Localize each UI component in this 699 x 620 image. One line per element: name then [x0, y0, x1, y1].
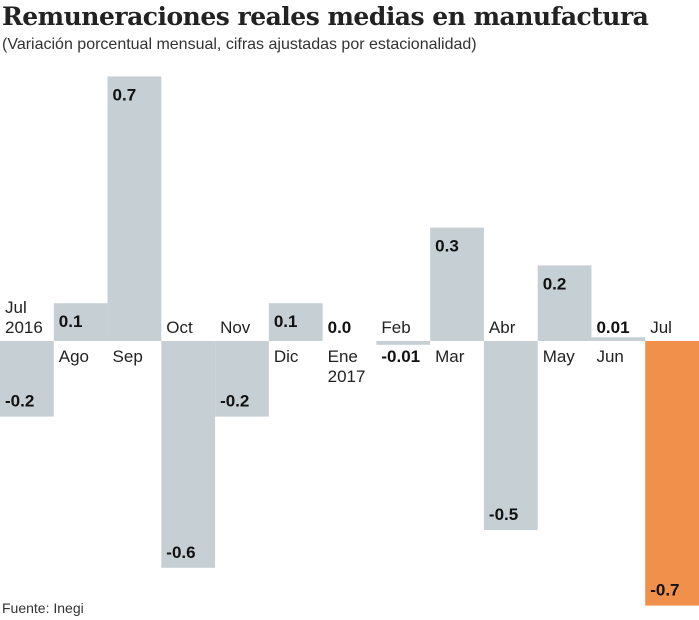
bar-9	[483, 341, 538, 530]
x-tick-label-9: Abr	[489, 318, 516, 337]
x-tick-label-2: Sep	[113, 347, 143, 366]
x-tick-label-6: Ene	[328, 347, 358, 366]
bar-12	[645, 341, 699, 606]
x-tick-label-0: Jul	[5, 298, 27, 317]
bar-2	[107, 76, 162, 342]
bar-1	[53, 303, 108, 341]
x-tick-label-10: May	[543, 347, 576, 366]
x-tick-label-12: Jul	[650, 318, 672, 337]
data-label-10: 0.2	[543, 274, 567, 293]
chart-subtitle: (Variación porcentual mensual, cifras aj…	[2, 36, 477, 53]
data-label-4: -0.2	[220, 392, 249, 411]
x-tick-label-0: 2016	[5, 318, 43, 337]
bar-10	[537, 265, 592, 341]
bar-5	[268, 303, 323, 341]
bar-8	[430, 227, 484, 341]
x-tick-label-6: 2017	[328, 367, 366, 386]
x-tick-label-5: Dic	[274, 347, 299, 366]
x-tick-label-1: Ago	[59, 347, 89, 366]
x-tick-label-11: Jun	[596, 347, 623, 366]
data-label-5: 0.1	[274, 312, 298, 331]
data-label-0: -0.2	[5, 392, 34, 411]
data-label-3: -0.6	[166, 543, 195, 562]
data-label-8: 0.3	[435, 237, 459, 256]
data-label-7: -0.01	[381, 347, 420, 366]
data-label-6: 0.0	[328, 318, 352, 337]
data-label-9: -0.5	[489, 505, 518, 524]
data-label-12: -0.7	[650, 581, 679, 600]
x-tick-label-8: Mar	[435, 347, 465, 366]
bar-7	[376, 341, 431, 345]
data-label-1: 0.1	[59, 312, 83, 331]
x-tick-label-3: Oct	[166, 318, 193, 337]
data-label-2: 0.7	[113, 85, 137, 104]
chart-title: Remuneraciones reales medias en manufact…	[2, 2, 649, 31]
x-tick-label-4: Nov	[220, 318, 251, 337]
data-label-11: 0.01	[596, 318, 629, 337]
bar-0	[0, 341, 54, 417]
source-note: Fuente: Inegi	[2, 600, 84, 616]
bar-3	[161, 341, 216, 568]
x-tick-label-7: Feb	[381, 318, 410, 337]
bar-11	[591, 337, 646, 341]
bar-4	[215, 341, 269, 417]
